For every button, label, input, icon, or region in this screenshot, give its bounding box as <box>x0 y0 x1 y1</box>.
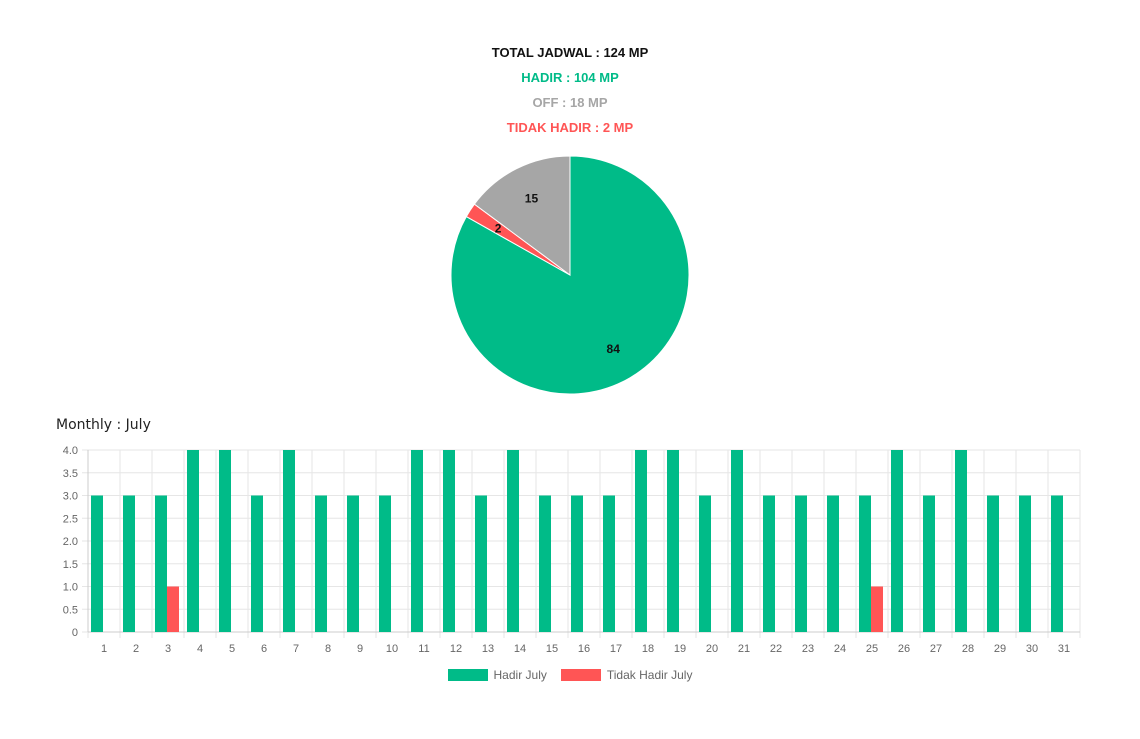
y-tick-label: 3.5 <box>63 468 78 480</box>
y-tick-label: 2.5 <box>63 513 78 525</box>
x-tick-label: 15 <box>546 643 558 655</box>
legend-label-tidak-hadir: Tidak Hadir July <box>606 668 693 682</box>
x-tick-label: 11 <box>418 643 429 655</box>
bar-hadir-july-29[interactable] <box>987 495 999 633</box>
bar-hadir-july-21[interactable] <box>731 450 743 632</box>
legend-swatch-tidak-hadir <box>560 669 601 681</box>
bar-hadir-july-11[interactable] <box>411 450 423 632</box>
x-tick-label: 10 <box>386 643 398 655</box>
pie-data-label: 84 <box>607 342 621 356</box>
x-tick-label: 17 <box>610 643 622 655</box>
present-count-label: HADIR : 104 MP <box>521 70 619 85</box>
x-tick-label: 31 <box>1058 643 1070 655</box>
x-tick-label: 16 <box>578 643 590 655</box>
x-tick-label: 2 <box>133 643 139 655</box>
off-count-label: OFF : 18 MP <box>532 95 608 110</box>
y-tick-label: 1.5 <box>63 559 78 571</box>
bar-hadir-july-4[interactable] <box>187 450 199 632</box>
monthly-title: Monthly : July <box>56 417 151 433</box>
bar-hadir-july-9[interactable] <box>347 495 359 633</box>
y-tick-label: 1.0 <box>63 582 78 594</box>
x-tick-label: 8 <box>325 643 331 655</box>
bar-hadir-july-24[interactable] <box>827 495 839 633</box>
bar-hadir-july-27[interactable] <box>923 495 935 633</box>
pie-slice-hadir[interactable] <box>450 155 690 395</box>
bar-hadir-july-18[interactable] <box>635 450 647 632</box>
bar-hadir-july-19[interactable] <box>667 450 679 632</box>
x-tick-label: 30 <box>1026 643 1038 655</box>
bar-hadir-july-16[interactable] <box>571 495 583 633</box>
x-tick-label: 26 <box>898 643 910 655</box>
x-tick-label: 9 <box>357 643 363 655</box>
bar-hadir-july-10[interactable] <box>379 495 391 633</box>
bar-hadir-july-8[interactable] <box>315 495 327 633</box>
bar-hadir-july-25[interactable] <box>859 495 871 633</box>
total-schedule-label: TOTAL JADWAL : 124 MP <box>491 45 649 60</box>
x-tick-label: 23 <box>802 643 814 655</box>
legend-item-tidak-hadir[interactable]: Tidak Hadir July <box>560 668 693 682</box>
bar-hadir-july-2[interactable] <box>123 495 135 633</box>
legend-item-hadir[interactable]: Hadir July <box>447 668 547 682</box>
x-tick-label: 19 <box>674 643 686 655</box>
bar-hadir-july-23[interactable] <box>795 495 807 633</box>
y-tick-label: 4.0 <box>63 445 78 457</box>
x-tick-label: 3 <box>165 643 171 655</box>
x-tick-label: 29 <box>994 643 1006 655</box>
bar-chart-legend: Hadir July Tidak Hadir July <box>0 668 1140 682</box>
bar-hadir-july-28[interactable] <box>955 450 967 632</box>
y-tick-label: 0 <box>72 627 78 639</box>
absent-count-label: TIDAK HADIR : 2 MP <box>506 120 634 135</box>
legend-swatch-hadir <box>447 669 488 681</box>
bar-hadir-july-20[interactable] <box>699 495 711 633</box>
bar-hadir-july-7[interactable] <box>283 450 295 632</box>
x-tick-label: 5 <box>229 643 235 655</box>
x-tick-label: 14 <box>514 643 526 655</box>
bar-hadir-july-31[interactable] <box>1051 495 1063 633</box>
x-tick-label: 27 <box>930 643 942 655</box>
bar-hadir-july-22[interactable] <box>763 495 775 633</box>
x-tick-label: 24 <box>834 643 846 655</box>
pie-data-label: 2 <box>495 221 502 235</box>
bar-hadir-july-17[interactable] <box>603 495 615 633</box>
bar-hadir-july-5[interactable] <box>219 450 231 632</box>
pie-data-label: 15 <box>525 191 539 205</box>
bar-hadir-july-14[interactable] <box>507 450 519 632</box>
x-tick-label: 1 <box>101 643 107 655</box>
x-tick-label: 25 <box>866 643 878 655</box>
bar-hadir-july-6[interactable] <box>251 495 263 633</box>
summary-block: TOTAL JADWAL : 124 MP HADIR : 104 MP OFF… <box>0 40 1140 140</box>
bar-tidak-hadir-july-3[interactable] <box>167 586 179 633</box>
monthly-bar-chart: 00.51.01.52.02.53.03.54.01 2 3 4 5 6 7 8 9 10 11 12… <box>63 445 1081 655</box>
pie-slice-off[interactable] <box>473 155 571 276</box>
bar-hadir-july-13[interactable] <box>475 495 487 633</box>
legend-label-hadir: Hadir July <box>493 668 547 682</box>
attendance-pie-chart: 84 2 15 <box>450 155 690 395</box>
bar-hadir-july-1[interactable] <box>91 495 103 633</box>
y-tick-label: 0.5 <box>63 604 78 616</box>
bar-hadir-july-26[interactable] <box>891 450 903 632</box>
x-tick-label: 21 <box>738 643 750 655</box>
x-tick-label: 7 <box>293 643 299 655</box>
bar-hadir-july-15[interactable] <box>539 495 551 633</box>
bar-hadir-july-30[interactable] <box>1019 495 1031 633</box>
x-tick-label: 13 <box>482 643 494 655</box>
x-tick-label: 22 <box>770 643 782 655</box>
x-tick-label: 12 <box>450 643 462 655</box>
bar-tidak-hadir-july-25[interactable] <box>871 586 883 633</box>
x-tick-label: 28 <box>962 643 974 655</box>
y-tick-label: 2.0 <box>63 536 78 548</box>
x-tick-label: 18 <box>642 643 654 655</box>
x-tick-label: 4 <box>197 643 203 655</box>
x-tick-label: 20 <box>706 643 718 655</box>
bar-hadir-july-3[interactable] <box>155 495 167 633</box>
y-tick-label: 3.0 <box>63 491 78 503</box>
x-tick-label: 6 <box>261 643 267 655</box>
bar-hadir-july-12[interactable] <box>443 450 455 632</box>
